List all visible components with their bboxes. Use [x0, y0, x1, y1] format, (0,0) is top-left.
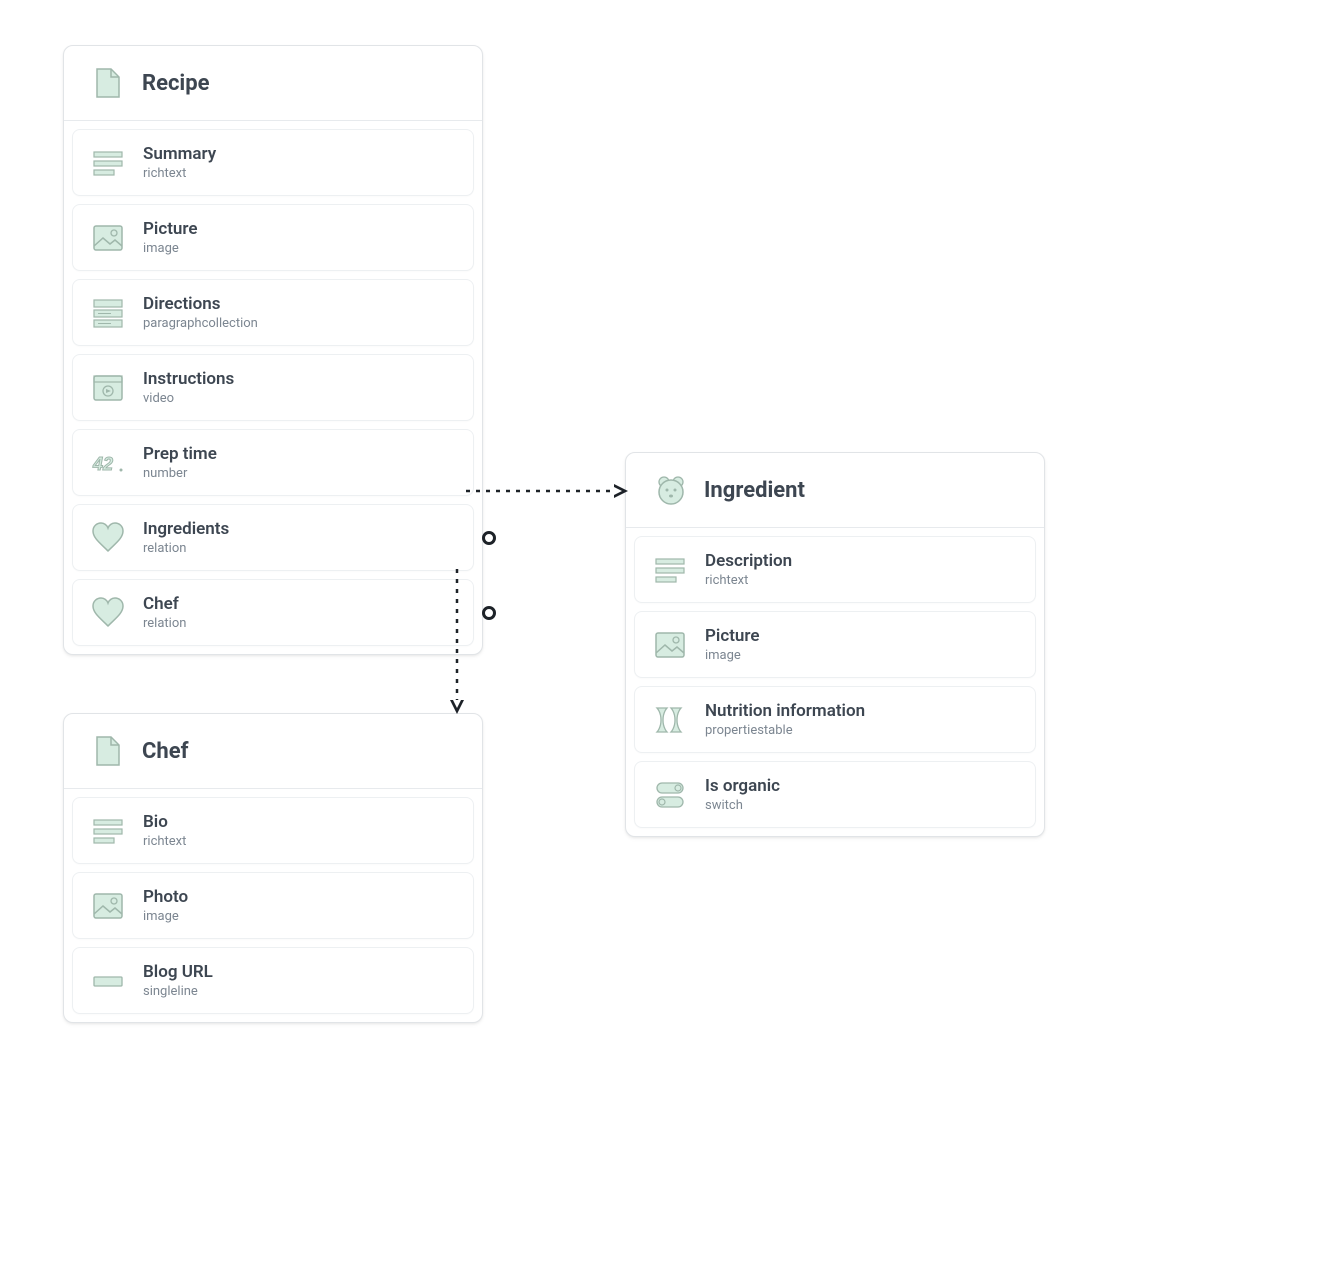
field-row-picture[interactable]: Picture image [634, 611, 1036, 678]
field-row-isorganic[interactable]: Is organic switch [634, 761, 1036, 828]
richtext-icon [91, 146, 125, 180]
card-title: Ingredient [704, 478, 805, 503]
card-title: Recipe [142, 71, 210, 96]
field-row-directions[interactable]: Directions paragraphcollection [72, 279, 474, 346]
paragraphs-icon [91, 296, 125, 330]
field-text: Summary richtext [143, 144, 216, 181]
field-type: singleline [143, 984, 213, 999]
field-text: Chef relation [143, 594, 186, 631]
field-text: Ingredients relation [143, 519, 229, 556]
field-row-blogurl[interactable]: Blog URL singleline [72, 947, 474, 1014]
field-name: Picture [705, 626, 760, 646]
field-type: switch [705, 798, 780, 813]
field-text: Description richtext [705, 551, 792, 588]
card-title: Chef [142, 739, 188, 764]
field-row-instructions[interactable]: Instructions video [72, 354, 474, 421]
field-name: Directions [143, 294, 258, 314]
field-row-description[interactable]: Description richtext [634, 536, 1036, 603]
card-header: Chef [64, 714, 482, 789]
file-icon [92, 66, 126, 100]
field-type: video [143, 391, 234, 406]
field-row-photo[interactable]: Photo image [72, 872, 474, 939]
diagram-canvas: 42 [0, 0, 1330, 1263]
field-type: relation [143, 541, 229, 556]
singleline-icon [91, 964, 125, 998]
field-name: Nutrition information [705, 701, 865, 721]
field-type: relation [143, 616, 186, 631]
connector-port[interactable] [482, 606, 496, 620]
richtext-icon [653, 553, 687, 587]
file-icon [92, 734, 126, 768]
field-row-summary[interactable]: Summary richtext [72, 129, 474, 196]
card-header: Ingredient [626, 453, 1044, 528]
field-type: number [143, 466, 217, 481]
entity-card-chef[interactable]: Chef Bio richtext Photo image Blo [63, 713, 483, 1023]
field-name: Summary [143, 144, 216, 164]
switch-icon [653, 778, 687, 812]
card-header: Recipe [64, 46, 482, 121]
field-type: richtext [143, 166, 216, 181]
field-name: Description [705, 551, 792, 571]
field-text: Prep time number [143, 444, 217, 481]
field-name: Bio [143, 812, 186, 832]
field-text: Photo image [143, 887, 188, 924]
field-row-bio[interactable]: Bio richtext [72, 797, 474, 864]
richtext-icon [91, 814, 125, 848]
field-row-picture[interactable]: Picture image [72, 204, 474, 271]
entity-card-ingredient[interactable]: Ingredient Description richtext Picture … [625, 452, 1045, 837]
field-row-nutrition[interactable]: Nutrition information propertiestable [634, 686, 1036, 753]
field-name: Prep time [143, 444, 217, 464]
field-type: richtext [705, 573, 792, 588]
field-row-chef[interactable]: Chef relation [72, 579, 474, 646]
image-icon [653, 628, 687, 662]
card-body: Summary richtext Picture image Direction… [64, 121, 482, 654]
image-icon [91, 889, 125, 923]
card-body: Bio richtext Photo image Blog URL single… [64, 789, 482, 1022]
heart-icon [91, 521, 125, 555]
field-name: Is organic [705, 776, 780, 796]
heart-icon [91, 596, 125, 630]
field-name: Ingredients [143, 519, 229, 539]
connector-port[interactable] [482, 531, 496, 545]
video-icon [91, 371, 125, 405]
number-icon [91, 446, 125, 480]
field-text: Instructions video [143, 369, 234, 406]
field-type: richtext [143, 834, 186, 849]
field-text: Is organic switch [705, 776, 780, 813]
properties-icon [653, 703, 687, 737]
field-name: Picture [143, 219, 198, 239]
field-name: Instructions [143, 369, 234, 389]
field-text: Picture image [143, 219, 198, 256]
field-row-ingredients[interactable]: Ingredients relation [72, 504, 474, 571]
image-icon [91, 221, 125, 255]
field-type: propertiestable [705, 723, 865, 738]
field-name: Photo [143, 887, 188, 907]
field-name: Blog URL [143, 962, 213, 982]
field-type: paragraphcollection [143, 316, 258, 331]
bear-icon [654, 473, 688, 507]
field-type: image [705, 648, 760, 663]
field-row-preptime[interactable]: Prep time number [72, 429, 474, 496]
field-text: Picture image [705, 626, 760, 663]
entity-card-recipe[interactable]: Recipe Summary richtext Picture image [63, 45, 483, 655]
field-name: Chef [143, 594, 186, 614]
card-body: Description richtext Picture image Nutri… [626, 528, 1044, 836]
field-type: image [143, 909, 188, 924]
field-text: Bio richtext [143, 812, 186, 849]
field-text: Nutrition information propertiestable [705, 701, 865, 738]
field-type: image [143, 241, 198, 256]
field-text: Directions paragraphcollection [143, 294, 258, 331]
field-text: Blog URL singleline [143, 962, 213, 999]
